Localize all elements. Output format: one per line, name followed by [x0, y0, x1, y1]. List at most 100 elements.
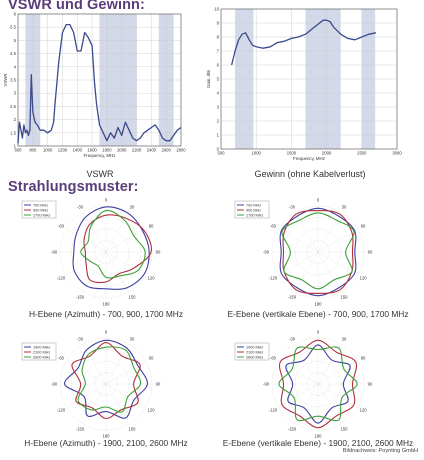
vswr-ytick-label: 3 — [14, 91, 17, 96]
e-low-angle-label: -90 — [263, 250, 270, 255]
gain-ytick-label: 8 — [217, 35, 220, 40]
gain-ytick-label: 4 — [217, 91, 220, 96]
h-low-angle-label: -150 — [76, 295, 85, 300]
gain-ytick-label: 6 — [217, 63, 220, 68]
h-high-angle-label: 30 — [130, 336, 135, 341]
e-high-spoke — [278, 360, 319, 385]
gain-ytick-label: 3 — [217, 105, 220, 110]
h-low-spoke — [82, 212, 107, 253]
e-low-angle-label: -30 — [289, 204, 296, 209]
vswr-yaxis-label: VSWR — [3, 73, 8, 86]
e-high-angle-label: -150 — [288, 427, 297, 432]
h-high-angle-label: -90 — [51, 382, 58, 387]
h-high-spoke — [105, 383, 146, 408]
e-low-spoke — [294, 212, 319, 253]
h-high-spoke — [66, 360, 107, 385]
vswr-xtick-label: 600 — [15, 148, 23, 153]
e-high-spoke — [317, 360, 358, 385]
h-low-angle-label: 0 — [105, 198, 108, 203]
gain-ytick-label: 10 — [214, 7, 219, 12]
h-high-ring — [94, 372, 118, 396]
e-low-series-2-curve — [282, 210, 354, 294]
e-low-series-3-curve — [281, 212, 355, 290]
h-high-series-1-curve — [64, 339, 148, 419]
h-high-angle-label: 150 — [129, 427, 137, 432]
e-high-spoke — [278, 383, 319, 408]
vswr-xtick-label: 1800 — [102, 148, 112, 153]
e-low-angle-label: 60 — [361, 224, 366, 229]
e-low-spoke — [317, 251, 342, 292]
gain-xtick-label: 2000 — [322, 151, 332, 156]
e-low-angle-label: -150 — [288, 295, 297, 300]
h-low-angle-label: 60 — [149, 224, 154, 229]
e-high-angle-label: 60 — [361, 356, 366, 361]
e-high-spoke — [294, 383, 319, 424]
h-high-legend-label-2: 2100 MHz — [33, 350, 50, 354]
e-low-ring — [271, 205, 365, 299]
h-high-angle-label: -60 — [58, 356, 65, 361]
e-plane-low-caption: E-Ebene (vertikale Ebene) - 700, 900, 17… — [227, 309, 409, 319]
e-high-spoke — [317, 383, 358, 408]
e-low-spoke — [294, 251, 319, 292]
e-low-spoke — [278, 251, 319, 276]
vswr-ytick-label: 2 — [14, 117, 17, 122]
gain-xtick-label: 2500 — [357, 151, 367, 156]
e-high-legend-label-2: 2100 MHz — [246, 350, 263, 354]
vswr-ytick-label: 5.5 — [10, 25, 16, 30]
vswr-ytick-label: 4.5 — [10, 51, 16, 56]
gain-xtick-label: 500 — [218, 151, 226, 156]
h-high-spoke — [105, 344, 130, 385]
h-high-series-3-curve — [77, 346, 142, 413]
vswr-ytick-label: 3.5 — [10, 78, 16, 83]
vswr-ytick-label: 6 — [14, 12, 17, 17]
h-low-angle-label: -120 — [57, 276, 66, 281]
e-high-spoke — [317, 383, 342, 424]
vswr-ytick-label: 4 — [14, 64, 17, 69]
e-high-angle-label: 120 — [360, 408, 368, 413]
h-high-spoke — [105, 383, 130, 424]
gain-xaxis-label: Frequency, MHz — [293, 156, 325, 161]
e-high-angle-label: -60 — [270, 356, 277, 361]
vswr-frame — [17, 13, 182, 147]
h-low-spoke — [105, 251, 130, 292]
e-high-ring — [306, 372, 330, 396]
gain-ytick-label: 0 — [217, 147, 220, 152]
vswr-ytick-label: 5 — [14, 38, 17, 43]
h-high-legend-label-3: 2600 MHz — [33, 355, 50, 359]
e-high-spoke — [317, 344, 342, 385]
e-low-spoke — [317, 212, 342, 253]
vswr-xtick-label: 2000 — [117, 148, 127, 153]
section-heading-vswr-gain: VSWR und Gewinn: — [8, 0, 145, 13]
h-low-spoke — [66, 228, 107, 253]
h-low-angle-label: 90 — [156, 250, 161, 255]
e-high-angle-label: 0 — [317, 330, 320, 335]
gain-yaxis-label: Gain, dBi — [206, 70, 211, 88]
e-high-angle-label: 90 — [368, 382, 373, 387]
gain-ytick-label: 9 — [217, 21, 220, 26]
e-high-series-2-curve — [278, 339, 358, 429]
e-plane-high-caption: E-Ebene (vertikale Ebene) - 1900, 2100, … — [222, 438, 414, 448]
h-high-angle-label: -150 — [76, 427, 85, 432]
vswr-ytick-label: 1.5 — [10, 130, 16, 135]
e-low-angle-label: 0 — [317, 198, 320, 203]
h-plane-high-caption: H-Ebene (Azimuth) - 1900, 2100, 2600 MHz — [24, 438, 188, 448]
e-high-angle-label: 150 — [341, 427, 349, 432]
h-high-angle-label: 0 — [105, 330, 108, 335]
gain-xtick-label: 3000 — [392, 151, 402, 156]
h-plane-low-caption: H-Ebene (Azimuth) - 700, 900, 1700 MHz — [28, 309, 184, 319]
h-high-angle-label: 90 — [156, 382, 161, 387]
h-high-series-2-curve — [71, 342, 141, 420]
e-low-spoke — [278, 228, 319, 253]
vswr-xtick-label: 800 — [29, 148, 37, 153]
e-high-angle-label: 30 — [342, 336, 347, 341]
vswr-xtick-label: 2600 — [162, 148, 172, 153]
gain-ytick-label: 7 — [217, 49, 220, 54]
h-low-series-3-curve — [80, 209, 146, 279]
gain-caption: Gewinn (ohne Kabelverlust) — [254, 169, 366, 179]
h-low-angle-label: -90 — [51, 250, 58, 255]
h-low-angle-label: -60 — [58, 224, 65, 229]
vswr-xtick-label: 1600 — [87, 148, 97, 153]
h-low-spoke — [105, 228, 146, 253]
h-low-angle-label: -30 — [77, 204, 84, 209]
